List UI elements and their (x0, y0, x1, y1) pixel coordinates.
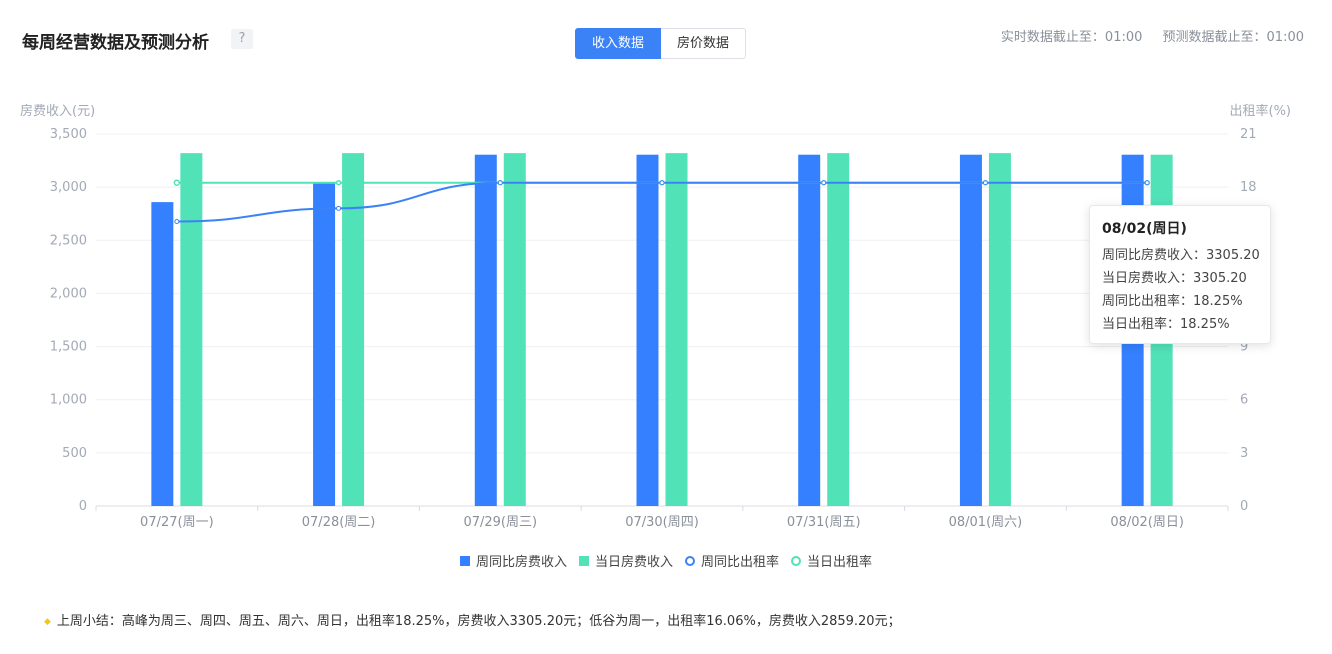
legend-item-weekly-revenue[interactable]: 周同比房费收入 (459, 551, 567, 570)
y-left-tick-label: 2,500 (50, 233, 87, 248)
diamond-icon: ◆ (44, 617, 51, 627)
y-right-tick-label: 18 (1240, 180, 1257, 195)
bar-weekly-revenue (636, 154, 659, 506)
bar-daily-revenue (503, 153, 526, 507)
legend-item-daily-revenue[interactable]: 当日房费收入 (578, 551, 673, 570)
tab-revenue-data[interactable]: 收入数据 (575, 28, 662, 59)
x-tick-label: 07/29(周三) (463, 515, 537, 530)
x-tick-label: 08/02(周日) (1110, 515, 1184, 530)
point-weekly-occupancy (1144, 180, 1150, 186)
point-weekly-occupancy (336, 205, 342, 211)
bar-weekly-revenue (798, 154, 821, 506)
y-right-tick-label: 21 (1240, 127, 1257, 142)
y-left-tick-label: 3,500 (50, 127, 87, 142)
point-daily-occupancy (173, 179, 181, 186)
page-title: 每周经营数据及预测分析 (22, 33, 209, 53)
legend-label: 当日出租率 (807, 555, 873, 570)
tooltip-row: 当日房费收入：3305.20 (1102, 271, 1247, 286)
forecast-cutoff: 预测数据截止至：01:00 (1162, 30, 1304, 45)
bar-daily-revenue (827, 153, 850, 507)
bar-daily-revenue (180, 153, 203, 507)
point-weekly-occupancy (497, 180, 503, 186)
bar-weekly-revenue (959, 154, 982, 506)
y-right-tick-label: 6 (1240, 393, 1248, 408)
legend-item-daily-occupancy[interactable]: 当日出租率 (791, 551, 872, 570)
chart-legend: 周同比房费收入 当日房费收入 周同比出租率 当日出租率 (0, 551, 1332, 570)
legend-ring-icon (791, 555, 802, 566)
x-tick-label: 08/01(周六) (949, 515, 1023, 530)
y-right-tick-label: 9 (1240, 340, 1248, 355)
y-left-tick-label: 500 (62, 446, 87, 461)
bar-weekly-revenue (474, 154, 497, 506)
tooltip-title: 08/02(周日) (1102, 221, 1187, 237)
x-tick-label: 07/28(周二) (302, 515, 376, 530)
y-left-tick-label: 2,000 (50, 286, 87, 301)
tooltip-row: 当日出租率：18.25% (1102, 317, 1230, 332)
y-right-tick-label: 3 (1240, 446, 1248, 461)
y-left-tick-label: 3,000 (50, 180, 87, 195)
x-tick-label: 07/27(周一) (140, 515, 214, 530)
help-icon[interactable]: ? (231, 29, 253, 49)
point-weekly-occupancy (982, 180, 988, 186)
weekly-summary: ◆ 上周小结：高峰为周三、周四、周五、周六、周日，出租率18.25%，房费收入33… (44, 610, 901, 629)
legend-ring-icon (685, 555, 695, 566)
legend-label: 周同比房费收入 (475, 555, 567, 570)
legend-label: 周同比出租率 (701, 555, 780, 570)
tooltip-row: 周同比出租率：18.25% (1102, 294, 1243, 309)
legend-label: 当日房费收入 (594, 555, 673, 570)
point-weekly-occupancy (659, 180, 665, 186)
y-left-tick-label: 0 (79, 499, 87, 514)
point-daily-occupancy (335, 179, 342, 186)
realtime-cutoff: 实时数据截止至：01:00 (1000, 30, 1143, 45)
bar-daily-revenue (988, 153, 1011, 507)
bar-daily-revenue (342, 153, 365, 507)
y-left-tick-label: 1,500 (50, 340, 87, 355)
legend-swatch-icon (459, 555, 470, 566)
legend-item-weekly-occupancy[interactable]: 周同比出租率 (685, 551, 779, 570)
chart-tooltip: 08/02(周日) 周同比房费收入：3305.20 当日房费收入：3305.20… (1089, 205, 1271, 344)
bar-weekly-revenue (151, 202, 174, 506)
tooltip-row: 周同比房费收入：3305.20 (1102, 248, 1260, 263)
x-tick-label: 07/30(周四) (625, 515, 699, 530)
data-cutoff-info: 实时数据截止至：01:00 预测数据截止至：01:00 (985, 26, 1304, 45)
tab-room-price-data[interactable]: 房价数据 (661, 28, 747, 59)
y-left-axis-title: 房费收入(元) (20, 103, 95, 119)
summary-text: 上周小结：高峰为周三、周四、周五、周六、周日，出租率18.25%，房费收入330… (56, 614, 901, 629)
bar-weekly-revenue (313, 183, 336, 506)
y-left-tick-label: 1,000 (50, 393, 87, 408)
legend-swatch-icon (578, 555, 589, 566)
data-tabs: 收入数据 房价数据 (575, 28, 747, 59)
y-right-axis-title: 出租率(%) (1230, 103, 1292, 119)
point-weekly-occupancy (821, 180, 827, 186)
point-weekly-occupancy (174, 219, 180, 225)
x-tick-label: 07/31(周五) (787, 515, 861, 530)
y-right-tick-label: 0 (1240, 499, 1248, 514)
bar-daily-revenue (665, 153, 688, 507)
